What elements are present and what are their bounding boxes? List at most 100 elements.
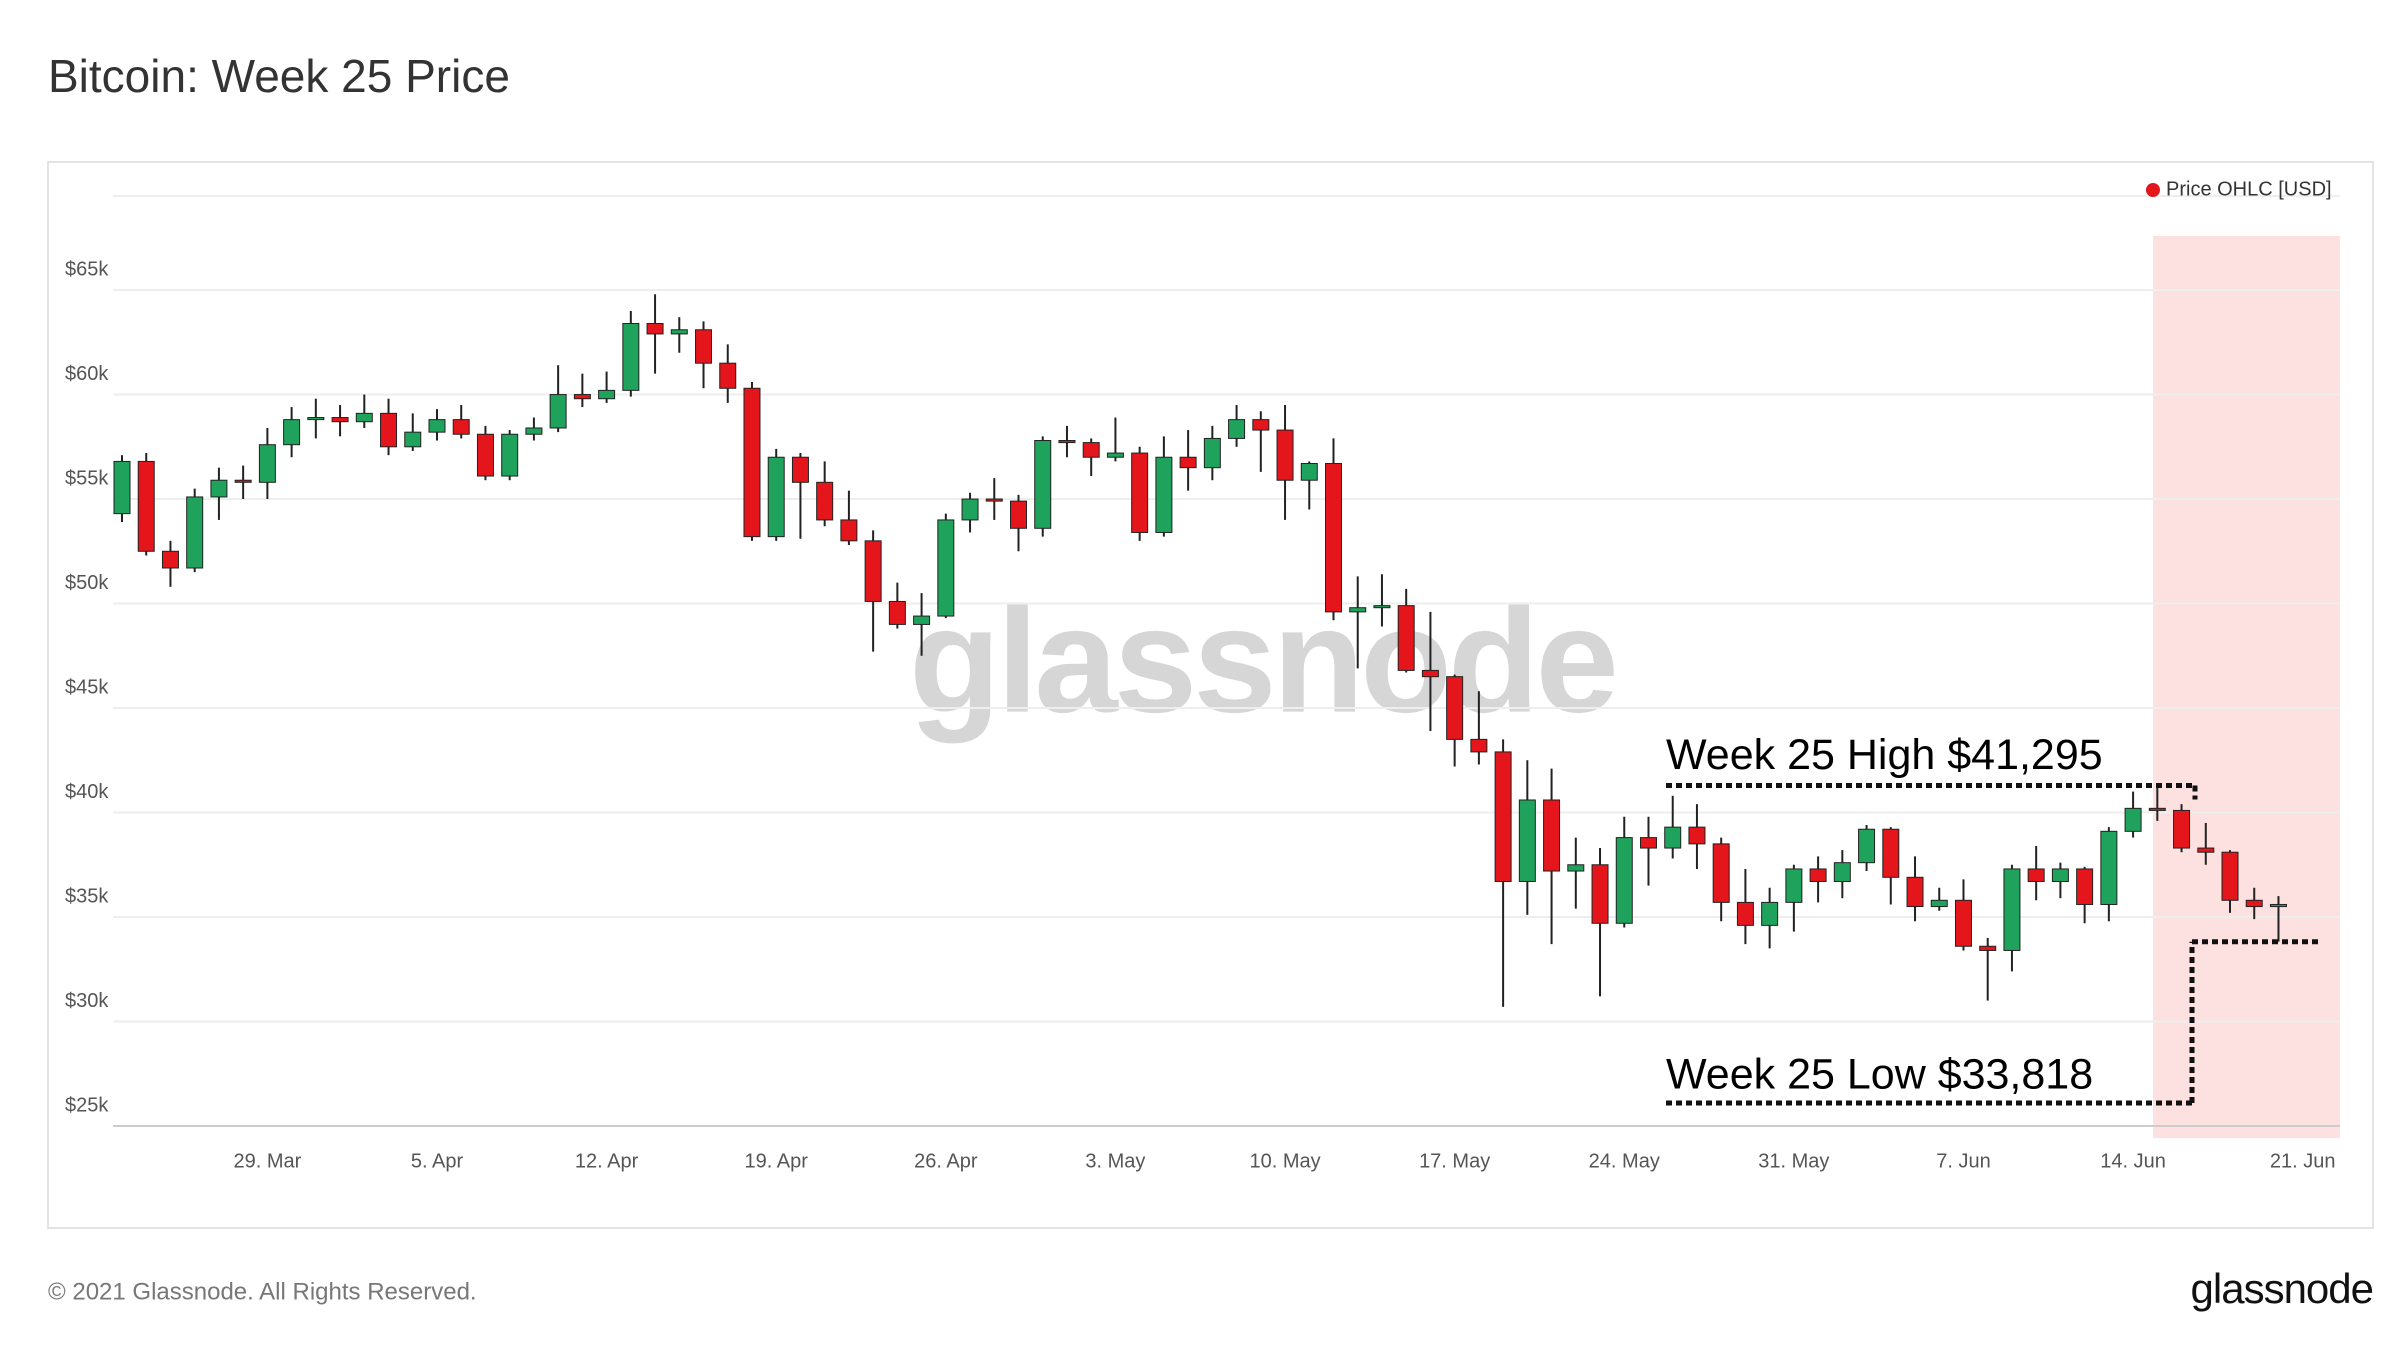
candle-body [1349, 607, 1367, 613]
candle-body [646, 322, 664, 335]
candle-body [816, 481, 834, 521]
x-tick-label: 10. May [1249, 1150, 1320, 1172]
candle-body [2051, 868, 2069, 882]
candle-body [1906, 876, 1924, 908]
chart-frame [47, 161, 2374, 1229]
candle-body [1131, 452, 1149, 533]
candle-body [1615, 837, 1633, 924]
candle-body [525, 427, 543, 435]
candle-body [549, 394, 567, 429]
candle-body [355, 412, 373, 423]
candle-body [2221, 851, 2239, 901]
candle-body [2245, 899, 2263, 908]
candle-body [1034, 440, 1052, 529]
y-tick-label: $25k [65, 1094, 109, 1116]
candle-body [1833, 862, 1851, 882]
candle-body [1543, 799, 1561, 872]
candle-body [1325, 463, 1342, 613]
candle-body [283, 419, 301, 446]
candle-body [1688, 826, 1706, 845]
candle-body [404, 431, 422, 448]
candle-body [1276, 429, 1294, 481]
candle-body [258, 444, 276, 483]
candle-body [234, 479, 252, 483]
y-tick-label: $50k [65, 572, 109, 594]
y-tick-label: $55k [65, 467, 109, 489]
candle-body [1591, 864, 1609, 924]
candle-body [961, 498, 979, 521]
candle-body [719, 362, 737, 389]
candle-body [2173, 809, 2191, 849]
candle-body [1712, 843, 1730, 903]
candle-body [2027, 868, 2045, 882]
candle-body [1567, 864, 1585, 872]
candle-body [913, 615, 931, 625]
candle-body [1300, 463, 1318, 481]
candle-body [1736, 901, 1754, 926]
candle-body [840, 519, 858, 542]
candle-body [1979, 945, 1997, 951]
watermark: glassnode [909, 576, 1615, 744]
y-tick-label: $65k [65, 258, 109, 280]
candle-body [937, 519, 955, 617]
y-tick-label: $40k [65, 781, 109, 803]
candle-body [1228, 419, 1246, 439]
copyright: © 2021 Glassnode. All Rights Reserved. [48, 1278, 477, 1305]
y-tick-label: $35k [65, 885, 109, 907]
candle-body [1785, 868, 1803, 903]
candle-body [1106, 452, 1124, 458]
candle-body [1470, 738, 1488, 753]
candle-body [1203, 437, 1221, 469]
candle-body [2197, 847, 2215, 853]
candle-body [743, 387, 761, 538]
candle-body [380, 412, 398, 448]
candle-body [573, 394, 591, 400]
candle-body [2148, 807, 2166, 811]
candle-body [1639, 837, 1657, 849]
candle-body [1082, 442, 1100, 458]
candle-body [1421, 669, 1439, 678]
candle-body [186, 496, 204, 569]
candle-body [2124, 807, 2142, 832]
candle-body [137, 460, 155, 552]
candle-body [2269, 903, 2287, 908]
y-tick-label: $45k [65, 676, 109, 698]
logo: glassnode [2191, 1265, 2373, 1312]
candle-body [1954, 899, 1972, 947]
x-tick-label: 19. Apr [745, 1150, 809, 1172]
candle-body [2076, 868, 2094, 905]
candle-body [452, 419, 470, 435]
candle-body [1518, 799, 1536, 882]
candle-body [476, 433, 494, 477]
annotation-text: Week 25 Low $33,818 [1666, 1050, 2093, 1098]
candle-body [695, 329, 713, 364]
x-tick-label: 14. Jun [2100, 1150, 2166, 1172]
candle-body [670, 329, 688, 335]
x-tick-label: 29. Mar [233, 1150, 301, 1172]
candle-body [1397, 605, 1415, 671]
candle-body [622, 322, 640, 391]
y-tick-label: $60k [65, 363, 109, 385]
candle-body [1858, 828, 1876, 864]
candle-body [1155, 456, 1173, 533]
legend-label: Price OHLC [USD] [2166, 178, 2332, 200]
candle-body [985, 498, 1003, 502]
candle-body [791, 456, 809, 483]
candle-body [1930, 899, 1948, 908]
x-tick-label: 17. May [1419, 1150, 1490, 1172]
x-tick-label: 12. Apr [575, 1150, 639, 1172]
candle-body [210, 479, 228, 498]
candle-body [161, 550, 179, 569]
x-tick-label: 21. Jun [2270, 1150, 2336, 1172]
candle-body [888, 600, 906, 625]
candle-body [331, 417, 349, 423]
highlight-band [2153, 236, 2340, 1138]
candle-body [2100, 830, 2118, 905]
candle-body [2003, 868, 2021, 951]
candle-body [501, 433, 519, 477]
candle-body [113, 460, 131, 515]
y-tick-label: $30k [65, 990, 109, 1012]
candle-body [864, 540, 882, 602]
